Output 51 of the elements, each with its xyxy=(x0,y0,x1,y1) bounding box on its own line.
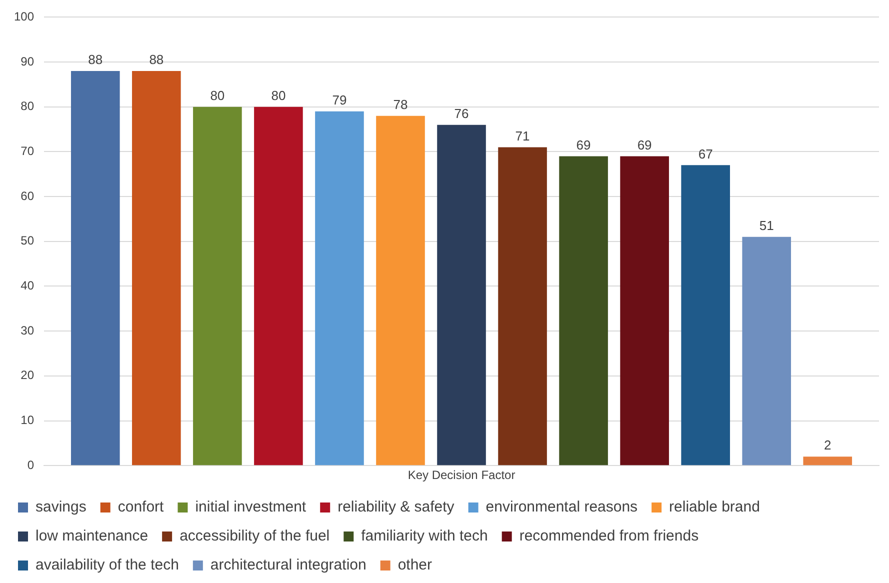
data-label: 88 xyxy=(149,52,164,68)
bar xyxy=(620,156,669,466)
data-label: 88 xyxy=(88,52,103,68)
legend-label: familiarity with tech xyxy=(361,528,488,545)
bar xyxy=(559,156,608,466)
legend-label: reliable brand xyxy=(669,498,760,516)
bar xyxy=(254,106,303,466)
bar xyxy=(803,456,852,466)
data-label: 76 xyxy=(454,106,469,121)
data-label: 2 xyxy=(824,438,832,453)
bar xyxy=(193,106,242,466)
data-label: 78 xyxy=(393,96,408,112)
data-label: 79 xyxy=(332,92,347,108)
legend-label: availability of the tech xyxy=(36,556,179,574)
bar xyxy=(315,111,364,466)
bar xyxy=(437,124,486,466)
y-tick-label: 60 xyxy=(20,188,34,203)
legend-label: confort xyxy=(118,498,165,516)
y-tick-label: 100 xyxy=(14,10,34,24)
legend-label: savings xyxy=(36,498,86,516)
data-label: 80 xyxy=(271,88,286,103)
data-label: 69 xyxy=(637,137,652,152)
y-tick-label: 70 xyxy=(20,144,34,158)
legend-label: other xyxy=(398,556,432,574)
data-label: 71 xyxy=(515,128,530,144)
y-tick-label: 50 xyxy=(20,234,34,248)
legend-label: accessibility of the fuel xyxy=(180,528,330,545)
y-tick-label: 10 xyxy=(20,413,34,428)
y-tick-label: 40 xyxy=(20,278,34,293)
y-tick-label: 20 xyxy=(20,368,34,382)
x-tick-label: Key Decision Factor xyxy=(408,468,516,482)
bar xyxy=(71,71,120,466)
y-tick-label: 30 xyxy=(20,323,34,338)
data-label: 69 xyxy=(576,137,591,152)
y-tick-label: 80 xyxy=(20,99,34,114)
y-tick-label: 90 xyxy=(20,54,34,68)
legend-label: initial investment xyxy=(195,498,307,516)
legend-label: reliability & safety xyxy=(338,498,455,516)
legend-label: environmental reasons xyxy=(486,498,638,516)
bar xyxy=(376,116,425,466)
bar xyxy=(132,71,181,466)
data-label: 67 xyxy=(698,146,713,162)
legend-label: architectural integration xyxy=(210,556,366,574)
data-label: 51 xyxy=(759,218,774,233)
y-tick-label: 0 xyxy=(27,458,34,472)
bar xyxy=(681,165,730,466)
bar xyxy=(742,236,792,466)
bar xyxy=(498,147,547,466)
data-label: 80 xyxy=(210,88,225,103)
legend-label: recommended from friends xyxy=(519,528,699,545)
legend-label: low maintenance xyxy=(36,528,148,545)
